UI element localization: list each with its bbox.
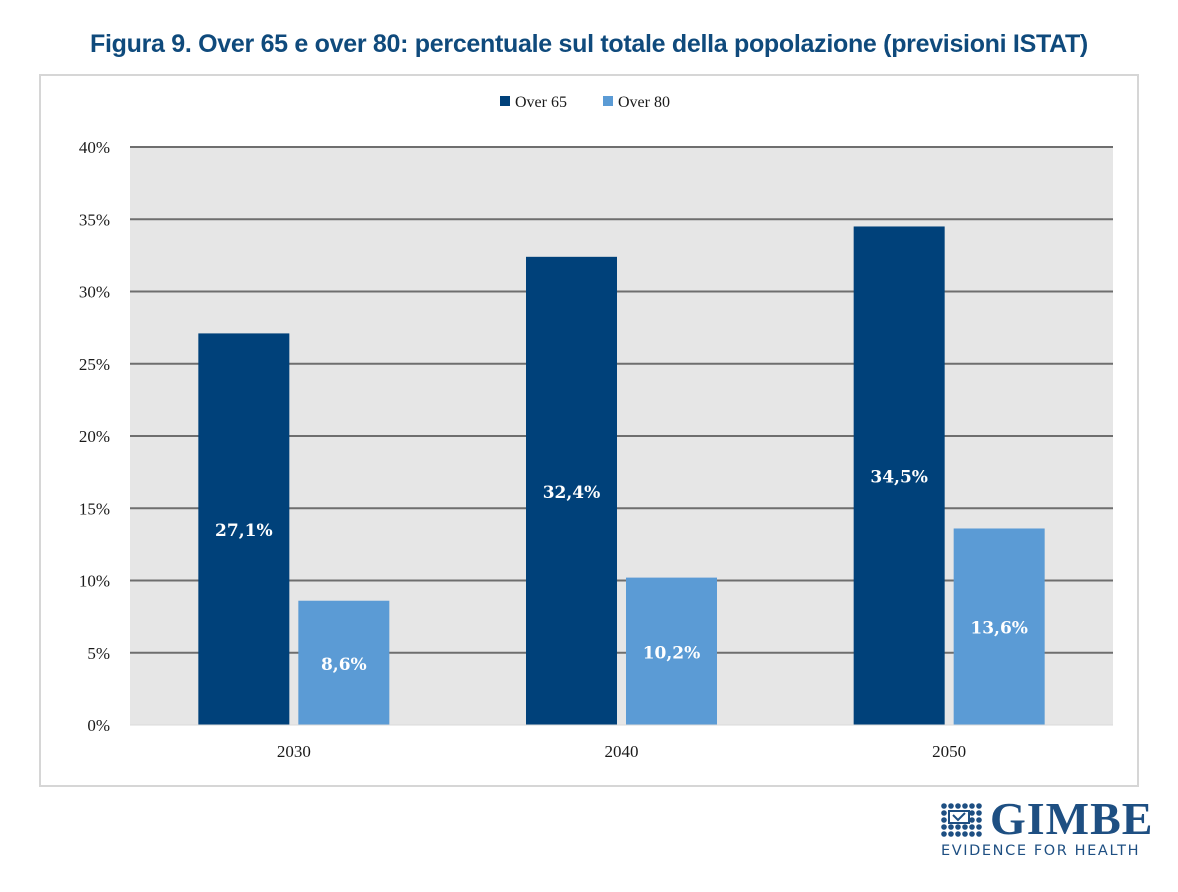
logo-dot-grid-icon bbox=[941, 803, 982, 837]
data-label: 27,1% bbox=[215, 521, 273, 541]
bar-over-65-2040 bbox=[526, 256, 617, 725]
legend-item-over-80: Over 80 bbox=[603, 94, 670, 111]
data-label: 10,2% bbox=[643, 643, 701, 663]
x-tick-label: 2040 bbox=[605, 742, 639, 761]
data-label: 8,6% bbox=[321, 655, 367, 675]
bar-over-80-2030 bbox=[298, 600, 390, 725]
legend-swatch bbox=[603, 96, 613, 106]
data-label: 34,5% bbox=[870, 468, 928, 488]
logo-tagline: EVIDENCE FOR HEALTH bbox=[941, 843, 1141, 859]
data-label: 32,4% bbox=[543, 483, 601, 503]
y-tick-label: 15% bbox=[79, 499, 110, 518]
x-tick-label: 2050 bbox=[932, 742, 966, 761]
legend-item-over-65: Over 65 bbox=[500, 94, 567, 111]
y-tick-label: 35% bbox=[79, 210, 110, 229]
legend-label: Over 65 bbox=[515, 94, 567, 111]
chart-title: Figura 9. Over 65 e over 80: percentuale… bbox=[90, 30, 1088, 58]
y-tick-label: 30% bbox=[79, 283, 110, 302]
y-tick-label: 20% bbox=[79, 427, 110, 446]
bar-over-80-2040 bbox=[626, 577, 717, 725]
bar-over-65-2030 bbox=[198, 333, 290, 725]
y-tick-label: 40% bbox=[79, 138, 110, 157]
y-tick-label: 5% bbox=[87, 644, 110, 663]
logo-wordmark: GIMBE bbox=[990, 793, 1154, 844]
x-tick-label: 2030 bbox=[277, 742, 311, 761]
legend-label: Over 80 bbox=[618, 94, 670, 111]
y-tick-label: 25% bbox=[79, 355, 110, 374]
y-tick-label: 0% bbox=[87, 716, 110, 735]
y-tick-label: 10% bbox=[79, 572, 110, 591]
bar-over-65-2050 bbox=[853, 226, 945, 725]
data-label: 13,6% bbox=[970, 619, 1028, 639]
gimbe-logo: GIMBE EVIDENCE FOR HEALTH bbox=[940, 796, 1152, 862]
legend-swatch bbox=[500, 96, 510, 106]
bar-over-80-2050 bbox=[953, 528, 1045, 725]
